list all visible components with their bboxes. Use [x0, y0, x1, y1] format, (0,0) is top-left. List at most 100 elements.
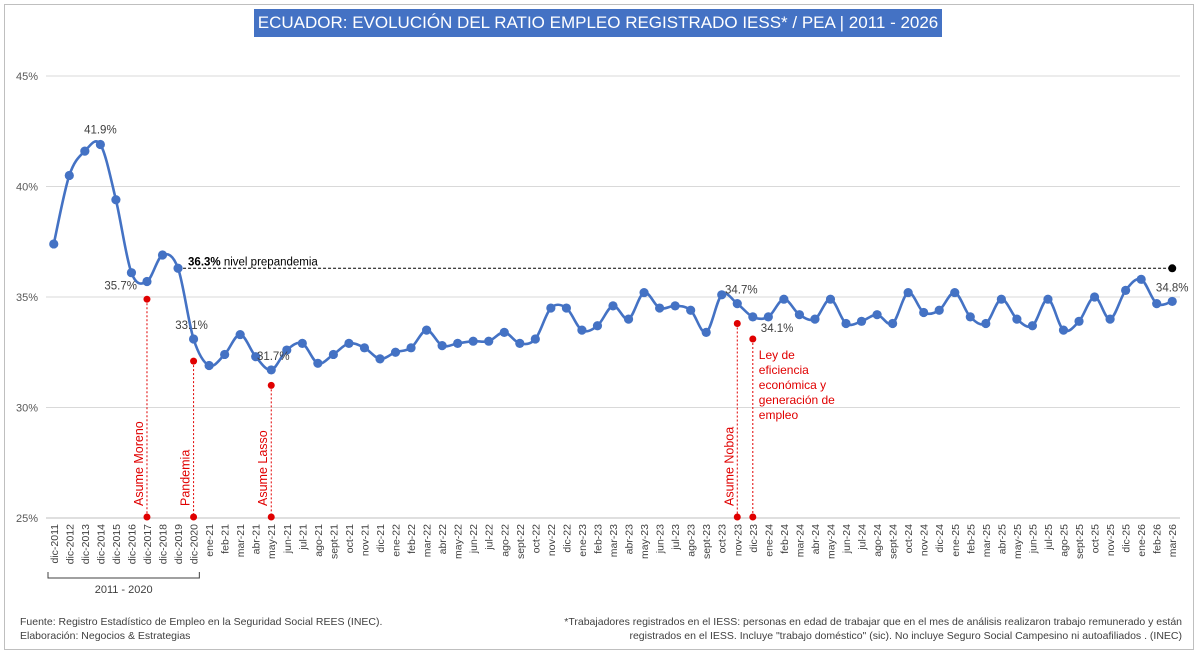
data-point	[592, 321, 603, 331]
event-marker-bottom	[733, 513, 741, 521]
x-tick-label: sept-22	[515, 524, 527, 559]
x-tick-label: oct-24	[903, 524, 915, 553]
x-tick-label: feb-23	[592, 524, 604, 554]
data-point	[375, 354, 385, 364]
x-tick-label: jun-23	[655, 524, 667, 554]
x-tick-label: jul-22	[484, 524, 496, 551]
data-point	[639, 287, 649, 298]
chart-title: ECUADOR: EVOLUCIÓN DEL RATIO EMPLEO REGI…	[254, 9, 942, 37]
x-tick-label: abr-21	[251, 524, 263, 555]
data-point	[282, 345, 292, 355]
data-point	[1105, 314, 1115, 324]
x-tick-label: mar-21	[235, 524, 247, 557]
data-point	[686, 305, 696, 315]
data-point	[515, 338, 525, 349]
data-point	[142, 276, 152, 287]
data-point	[49, 239, 59, 249]
x-tick-label: feb-24	[779, 524, 791, 554]
x-tick-label: feb-22	[406, 524, 418, 554]
x-tick-label: mar-24	[794, 524, 806, 557]
data-point	[577, 325, 587, 335]
x-tick-label: sept-23	[701, 524, 713, 559]
footer-credit-line: Elaboración: Negocios & Estrategias	[20, 630, 191, 642]
data-point	[732, 299, 742, 309]
event-marker-top	[749, 335, 757, 343]
data-point	[903, 287, 913, 298]
data-point	[453, 338, 463, 349]
x-axis: dic-2011 dic-2012 dic-2013 dic-2014 dic-2015…	[46, 517, 1180, 564]
data-point	[1027, 321, 1038, 331]
data-point	[235, 329, 245, 340]
x-tick-label: abr-25	[996, 524, 1008, 555]
x-tick-label: abr-24	[810, 524, 822, 555]
x-tick-label: ago-24	[872, 524, 884, 557]
data-point	[359, 343, 370, 353]
data-point	[220, 349, 230, 360]
data-point	[1121, 285, 1131, 295]
x-tick-label: mar-23	[608, 524, 620, 557]
x-tick-label: nov-23	[732, 524, 744, 556]
data-point	[328, 349, 338, 360]
x-tick-label: ago-21	[313, 524, 325, 557]
footer-note-line: *Trabajadores registrados en el IESS: pe…	[564, 616, 1182, 628]
data-point	[390, 347, 401, 357]
data-point	[251, 352, 261, 362]
x-tick-label: dic-2011	[49, 524, 61, 564]
x-tick-label: nov-24	[919, 524, 931, 556]
footer-source-line: Fuente: Registro Estadístico de Empleo e…	[20, 616, 383, 628]
x-tick-label: oct-23	[717, 524, 729, 553]
data-point	[157, 250, 168, 260]
group-bracket-line	[47, 572, 200, 579]
data-point	[1089, 292, 1100, 302]
chart-frame	[4, 4, 1194, 650]
reference-label: 36.3% nivel prepandemia	[188, 256, 318, 268]
x-tick-label: dic-23	[748, 524, 760, 553]
data-point	[934, 305, 944, 315]
data-point	[1152, 299, 1162, 309]
reference-line-group: 36.3% nivel prepandemia	[174, 256, 1177, 273]
data-point	[406, 343, 416, 353]
data-point	[965, 312, 975, 322]
y-tick-label: 25%	[16, 513, 38, 525]
event-annotations: Asume Moreno Pandemia Asume Lasso Asume Nob…	[132, 295, 835, 521]
footer-source: Fuente: Registro Estadístico de Empleo e…	[20, 615, 382, 643]
x-tick-label: jul-21	[297, 524, 309, 551]
x-tick-label: jun-24	[841, 524, 853, 554]
data-point	[266, 365, 276, 375]
data-point	[188, 334, 199, 344]
data-point	[1074, 316, 1084, 326]
group-label: 2011 - 2020	[95, 584, 153, 596]
data-point	[763, 312, 773, 322]
x-tick-label: sept-21	[328, 524, 340, 559]
x-tick-label: dic-2013	[80, 524, 92, 564]
data-point	[468, 336, 478, 346]
data-point	[856, 316, 867, 326]
x-tick-label: dic-2019	[173, 524, 185, 564]
data-point	[313, 358, 323, 368]
x-tick-label: nov-22	[546, 524, 558, 556]
x-tick-label: jul-25	[1043, 524, 1055, 551]
event-label: Pandemia	[179, 450, 193, 506]
group-bracket: 2011 - 2020	[47, 572, 200, 596]
data-point	[748, 312, 758, 322]
series-group	[49, 139, 1177, 375]
y-tick-label: 40%	[16, 182, 38, 194]
x-tick-label: dic-2020	[189, 524, 201, 564]
gridlines	[46, 75, 1180, 408]
x-tick-label: oct-22	[530, 524, 542, 553]
x-tick-label: nov-21	[359, 524, 371, 556]
data-point	[499, 327, 509, 337]
data-point	[1012, 314, 1022, 324]
data-point	[1136, 274, 1146, 284]
x-tick-label: dic-21	[375, 524, 387, 553]
data-label: 35.7%	[104, 281, 137, 293]
x-tick-label: dic-2018	[158, 524, 170, 564]
data-point	[608, 301, 618, 311]
data-point	[484, 336, 494, 346]
x-tick-label: jul-23	[670, 524, 682, 551]
data-label: 34.1%	[761, 323, 794, 335]
x-tick-label: dic-2014	[95, 524, 107, 564]
data-point	[344, 338, 354, 349]
data-label: 41.9%	[84, 125, 117, 137]
x-tick-label: ago-22	[499, 524, 511, 557]
